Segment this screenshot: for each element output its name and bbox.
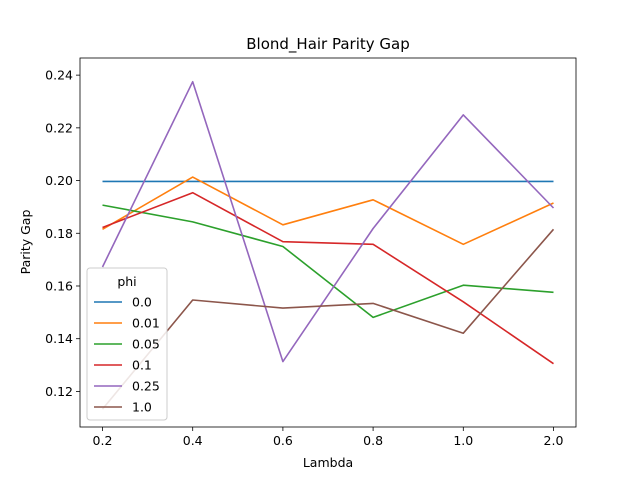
series-line-0.01 (102, 176, 554, 246)
y-tick-label: 0.12 (45, 384, 73, 399)
x-tick-label: 1.0 (453, 433, 473, 448)
series-line-1.0 (101, 228, 555, 410)
x-axis-label: Lambda (303, 455, 353, 470)
legend-label: 0.25 (132, 379, 160, 394)
legend-label: 0.05 (132, 337, 160, 352)
y-tick-label: 0.18 (45, 226, 73, 241)
y-tick-label: 0.22 (45, 120, 73, 135)
legend-label: 0.1 (132, 358, 152, 373)
x-axis: 0.2 0.4 0.6 0.8 1.0 2.0 (93, 427, 564, 448)
series-line-0.25 (101, 80, 555, 363)
x-tick-label: 2.0 (544, 433, 564, 448)
plot-frame (79, 57, 577, 428)
legend-label: 0.0 (132, 295, 152, 310)
x-tick-label: 0.4 (183, 433, 203, 448)
y-axis: 0.12 0.14 0.16 0.18 0.20 0.22 0.24 (45, 68, 80, 399)
y-axis-label: Parity Gap (18, 210, 33, 275)
chart-title: Blond_Hair Parity Gap (246, 35, 410, 54)
y-tick-label: 0.20 (45, 173, 73, 188)
x-tick-label: 0.2 (93, 433, 113, 448)
x-tick-label: 0.8 (363, 433, 383, 448)
plot-area (101, 80, 555, 410)
y-tick-label: 0.14 (45, 331, 73, 346)
legend-label: 1.0 (132, 400, 152, 415)
legend-box (86, 267, 168, 421)
series-line-0.05 (102, 204, 554, 319)
y-tick-label: 0.24 (45, 68, 73, 83)
legend: phi 0.0 0.01 0.05 0.1 0.25 1.0 (86, 267, 168, 421)
legend-label: 0.01 (132, 316, 160, 331)
x-tick-label: 0.6 (273, 433, 293, 448)
y-tick-label: 0.16 (45, 278, 73, 293)
series-line-0.1 (102, 191, 554, 365)
legend-title: phi (117, 274, 136, 289)
